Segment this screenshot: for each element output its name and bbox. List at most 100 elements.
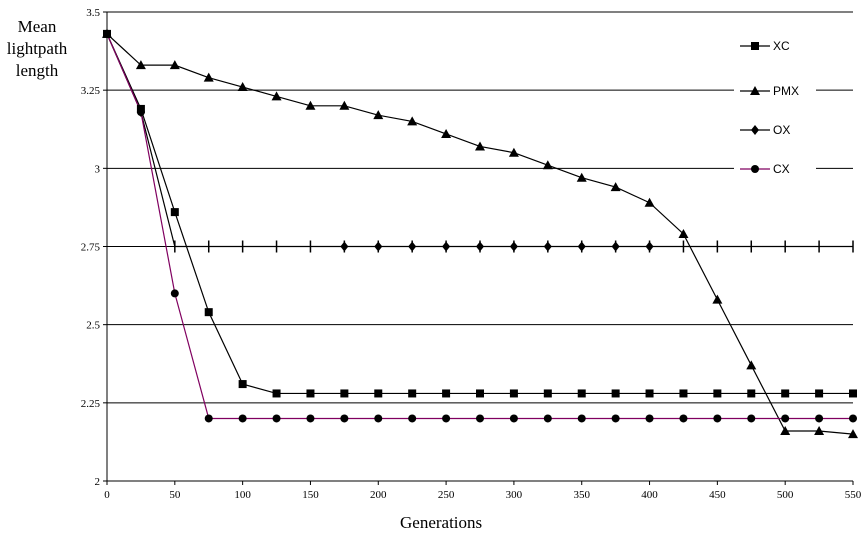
marker-cx — [476, 414, 484, 423]
tick-labels: 2 2.25 2.5 2.75 3 3.25 3.5 0 50 100 150 200 250 300 35… — [81, 7, 862, 501]
marker-cx — [442, 414, 451, 423]
grid-lines — [107, 11, 853, 404]
marker-xc — [306, 389, 315, 398]
marker-pmx — [780, 425, 791, 435]
x-tick-label: 450 — [709, 489, 726, 501]
y-tick-label: 3.25 — [81, 85, 101, 97]
marker-xc — [442, 389, 451, 398]
x-tick-label: 300 — [506, 489, 523, 501]
marker-cx — [611, 414, 620, 423]
legend-label-pmx: PMX — [773, 84, 799, 98]
legend-marker-pmx — [750, 86, 760, 95]
x-tick-label: 0 — [104, 489, 110, 501]
y-tick-label: 2 — [95, 476, 101, 488]
marker-xc — [713, 389, 722, 398]
x-tick-label: 500 — [777, 489, 794, 501]
y-axis-title: Mean lightpath length — [6, 17, 68, 80]
marker-xc — [340, 389, 349, 398]
marker-cx — [374, 414, 383, 423]
axes — [103, 11, 854, 485]
marker-cx — [747, 414, 756, 423]
marker-cx — [306, 414, 315, 423]
marker-pmx — [237, 82, 248, 92]
marker-pmx — [576, 172, 587, 182]
x-tick-label: 100 — [234, 489, 251, 501]
marker-pmx — [508, 147, 519, 157]
x-tick-label: 350 — [573, 489, 590, 501]
legend-bg — [734, 159, 816, 179]
legend-bg — [734, 81, 816, 101]
marker-xc — [170, 208, 179, 217]
x-tick-label: 250 — [438, 489, 455, 501]
marker-cx — [408, 414, 417, 423]
x-tick-label: 400 — [641, 489, 658, 501]
marker-cx — [272, 414, 281, 423]
marker-xc — [509, 389, 518, 398]
marker-cx — [204, 414, 213, 423]
marker-pmx — [305, 100, 316, 110]
marker-xc — [374, 389, 383, 398]
marker-xc — [408, 389, 417, 398]
marker-cx — [679, 414, 688, 423]
x-tick-label: 50 — [169, 489, 181, 501]
marker-xc — [645, 389, 654, 398]
legend: XC PMX OX CX — [734, 36, 816, 179]
marker-cx — [781, 414, 790, 423]
marker-pmx — [644, 197, 655, 207]
marker-xc — [747, 389, 756, 398]
marker-cx — [340, 414, 349, 423]
marker-cx — [543, 414, 552, 423]
series-line-ox — [106, 33, 853, 248]
y-tick-label: 2.5 — [86, 320, 100, 332]
marker-pmx — [712, 294, 723, 304]
legend-marker-xc — [751, 42, 759, 50]
marker-xc — [577, 389, 586, 398]
x-tick-label: 200 — [370, 489, 387, 501]
marker-cx — [136, 108, 145, 117]
marker-cx — [238, 414, 247, 423]
marker-pmx — [339, 100, 350, 110]
marker-cx — [103, 29, 111, 38]
marker-cx — [849, 414, 857, 423]
legend-label-ox: OX — [773, 123, 790, 137]
marker-pmx — [610, 182, 621, 192]
x-axis-title: Generations — [400, 513, 483, 532]
y-tick-label: 2.25 — [81, 398, 101, 410]
legend-label-xc: XC — [773, 39, 790, 53]
marker-cx — [713, 414, 722, 423]
marker-xc — [611, 389, 620, 398]
marker-pmx — [848, 429, 858, 439]
marker-xc — [679, 389, 688, 398]
marker-cx — [645, 414, 654, 423]
x-tick-label: 150 — [302, 489, 319, 501]
marker-pmx — [475, 141, 485, 151]
legend-marker-ox — [751, 125, 759, 135]
marker-pmx — [373, 110, 384, 120]
marker-pmx — [441, 128, 452, 138]
legend-bg — [734, 36, 816, 56]
marker-cx — [815, 414, 824, 423]
marker-pmx — [678, 228, 689, 238]
marker-pmx — [407, 116, 418, 126]
marker-cx — [509, 414, 518, 423]
marker-xc — [238, 380, 247, 389]
legend-label-cx: CX — [773, 162, 790, 176]
y-tick-label: 2.75 — [81, 242, 101, 254]
marker-pmx — [746, 360, 757, 370]
marker-xc — [204, 308, 213, 317]
legend-marker-cx — [751, 165, 759, 173]
marker-pmx — [203, 72, 214, 82]
marker-xc — [272, 389, 281, 398]
marker-pmx — [271, 91, 282, 101]
marker-pmx — [135, 60, 146, 70]
y-tick-label: 3 — [95, 163, 101, 175]
marker-xc — [543, 389, 552, 398]
marker-xc — [781, 389, 790, 398]
marker-pmx — [169, 60, 180, 70]
marker-cx — [577, 414, 586, 423]
y-tick-label: 3.5 — [86, 7, 100, 19]
marker-pmx — [542, 160, 553, 170]
marker-xc — [849, 389, 857, 398]
x-tick-label: 550 — [845, 489, 862, 501]
